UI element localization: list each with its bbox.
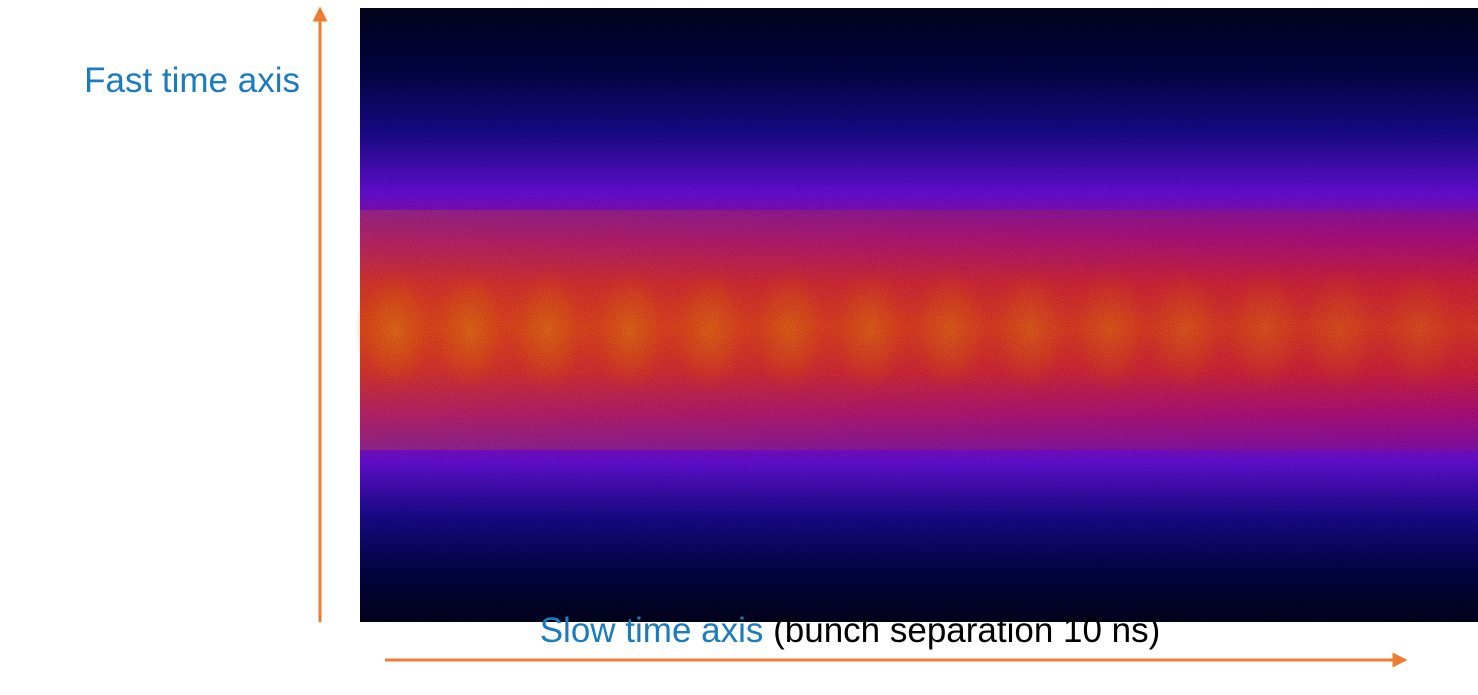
y-axis-label: Fast time axis bbox=[84, 61, 300, 100]
x-axis-label: Slow time axis bbox=[540, 611, 764, 650]
streak-image bbox=[355, 8, 1478, 622]
x-axis-title: Slow time axis (bunch separation 10 ns) bbox=[540, 611, 1161, 650]
x-axis-note: (bunch separation 10 ns) bbox=[773, 611, 1160, 650]
